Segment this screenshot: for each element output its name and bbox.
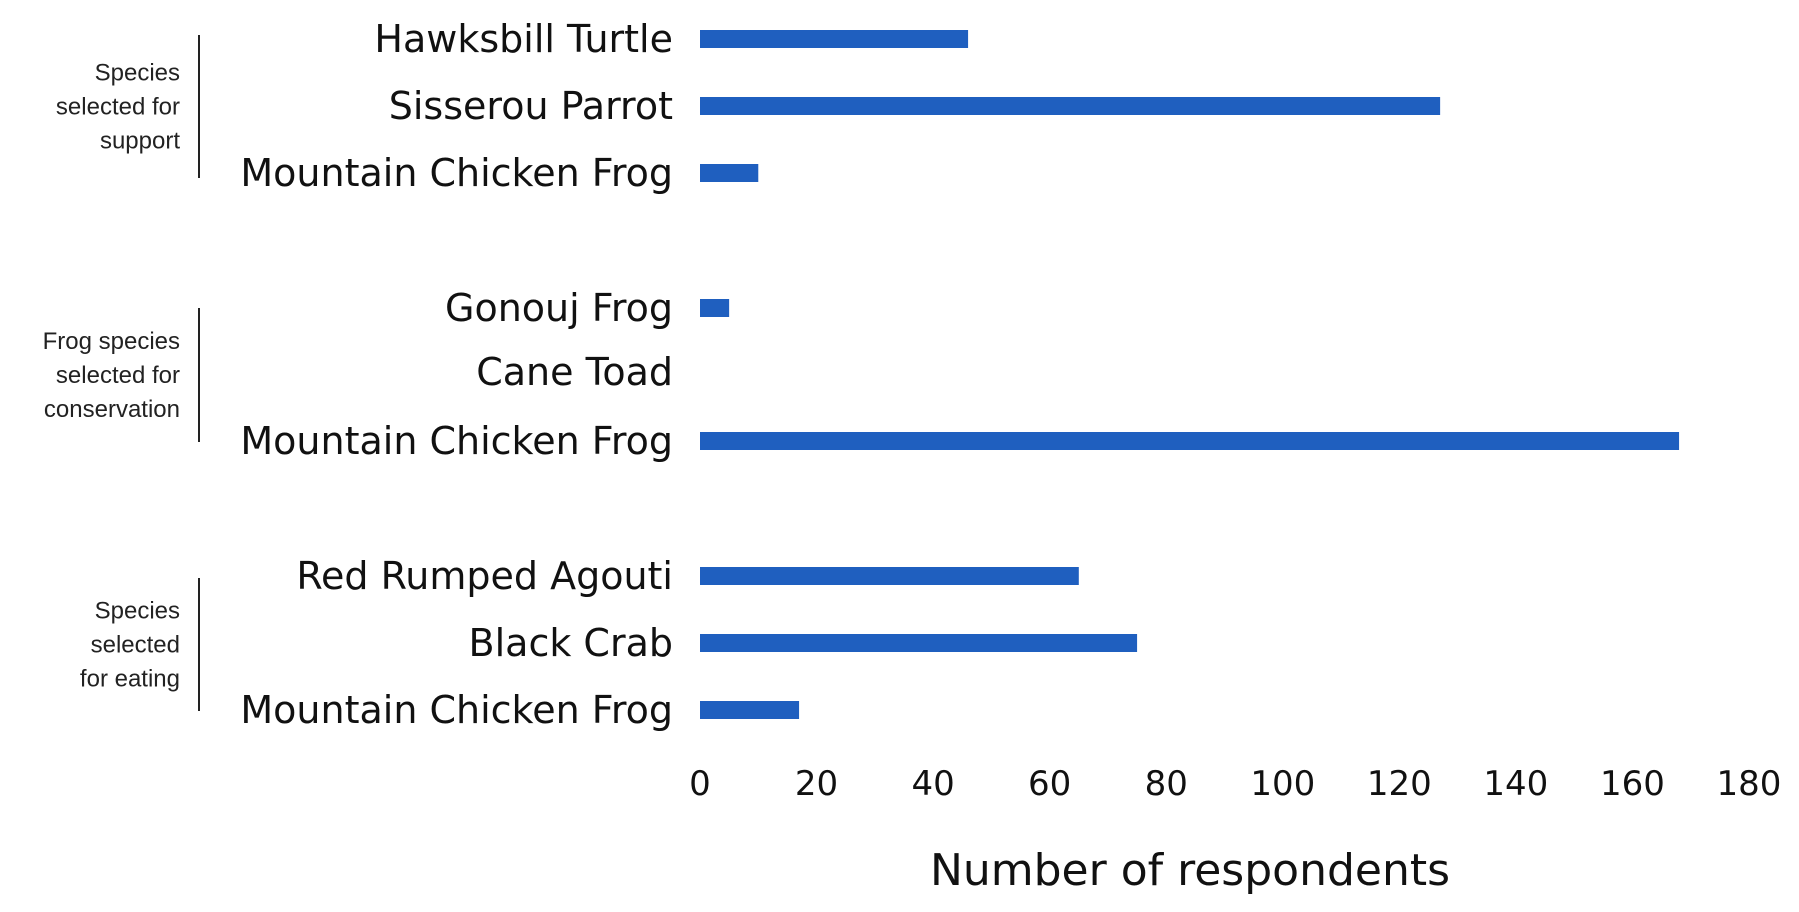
x-tick-label: 100 — [1250, 764, 1315, 804]
bar — [700, 701, 800, 719]
group-label: Species — [95, 60, 180, 87]
category-label: Mountain Chicken Frog — [240, 151, 673, 195]
x-tick-label: 140 — [1483, 764, 1548, 804]
x-tick-label: 180 — [1717, 764, 1782, 804]
group-label: selected for — [56, 362, 180, 389]
category-label: Gonouj Frog — [445, 286, 673, 330]
group-label: Species — [95, 598, 180, 625]
bar — [700, 30, 969, 48]
group-label: Frog species — [43, 328, 180, 355]
x-tick-label: 40 — [911, 764, 954, 804]
x-tick-label: 80 — [1145, 764, 1188, 804]
bar — [700, 299, 730, 317]
x-tick-label: 20 — [795, 764, 838, 804]
category-label: Cane Toad — [476, 350, 673, 394]
category-label: Red Rumped Agouti — [296, 554, 673, 598]
category-label: Mountain Chicken Frog — [240, 688, 673, 732]
group-label: support — [100, 128, 180, 155]
group-label: selected for — [56, 94, 180, 121]
x-tick-label: 160 — [1600, 764, 1665, 804]
bar — [700, 97, 1441, 115]
x-tick-label: 120 — [1367, 764, 1432, 804]
x-tick-label: 0 — [689, 764, 711, 804]
category-label: Hawksbill Turtle — [374, 17, 673, 61]
bar — [700, 634, 1138, 652]
category-label: Black Crab — [469, 621, 673, 665]
group-label: conservation — [44, 396, 180, 423]
x-tick-label: 60 — [1028, 764, 1071, 804]
bar — [700, 164, 759, 182]
bar — [700, 567, 1079, 585]
group-label: for eating — [80, 666, 180, 693]
category-label: Sisserou Parrot — [389, 84, 673, 128]
group-label: selected — [91, 632, 180, 659]
category-label: Mountain Chicken Frog — [240, 419, 673, 463]
x-axis-title: Number of respondents — [930, 845, 1450, 896]
bar — [700, 432, 1680, 450]
